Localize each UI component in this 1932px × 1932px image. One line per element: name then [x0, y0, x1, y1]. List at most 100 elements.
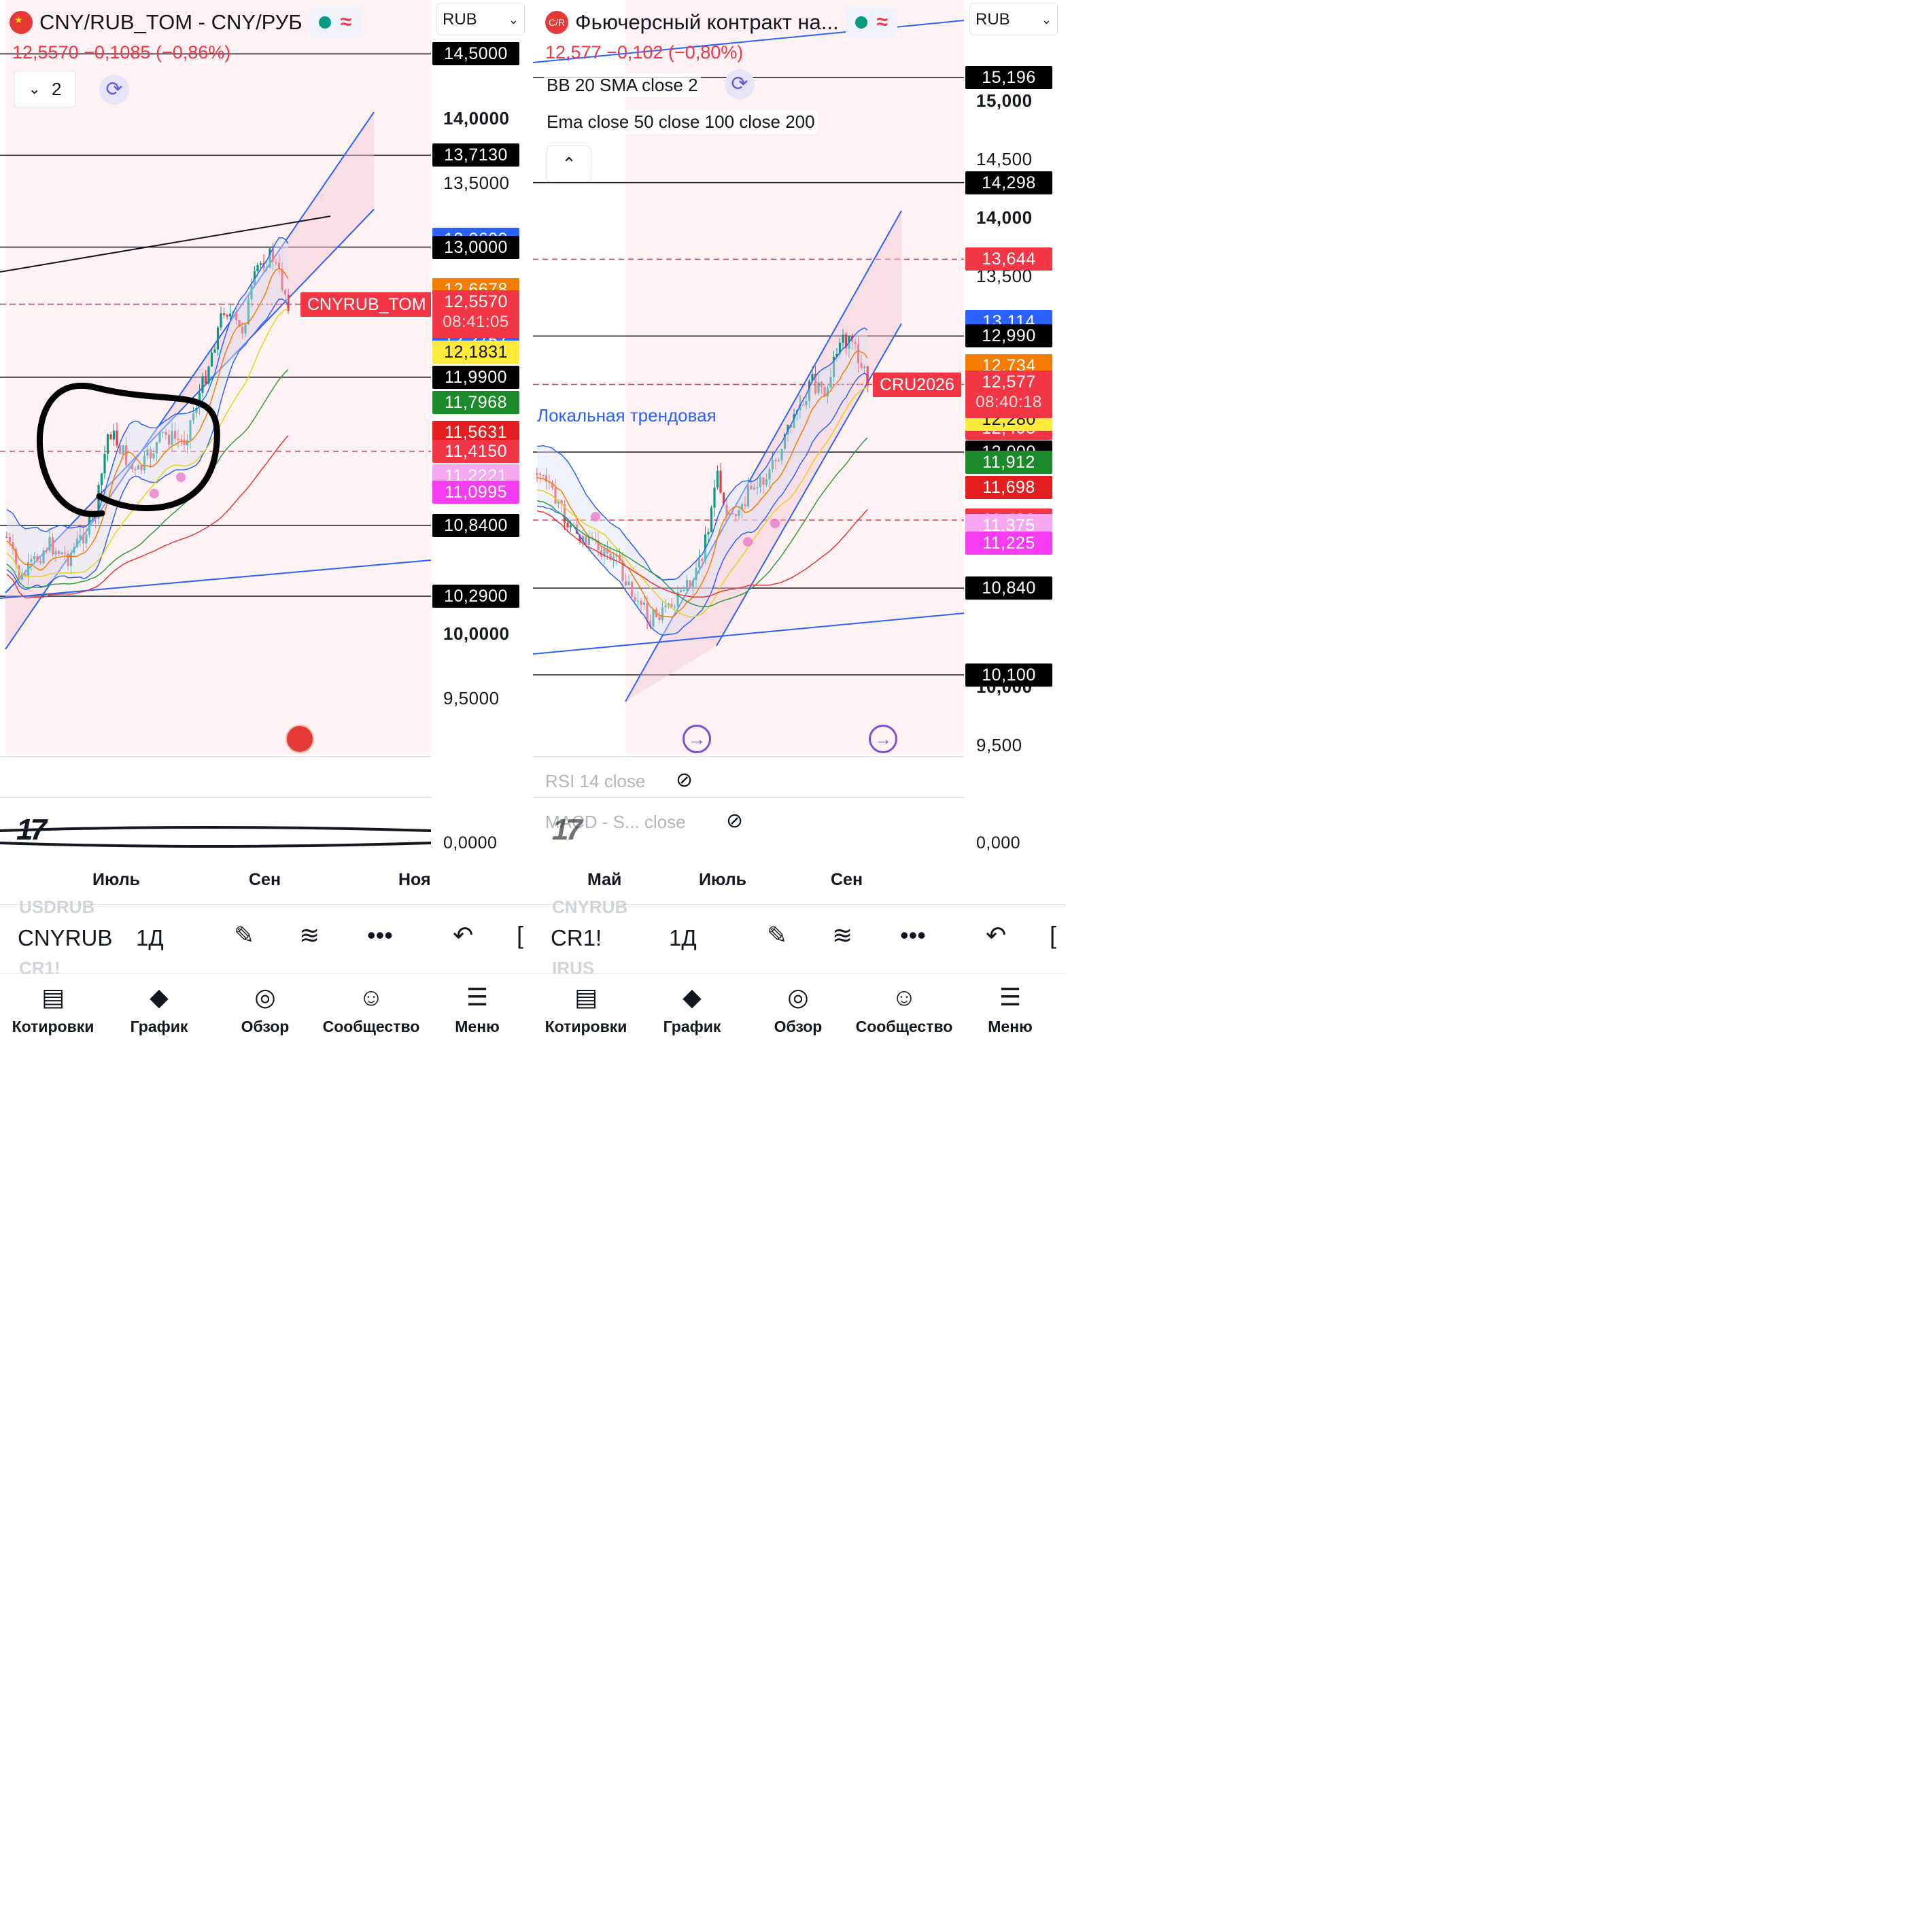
chart-toolbar: CNYRUB CR1! IRUS 1Д ✎ ≋ ••• ↶ [	[533, 897, 1066, 978]
symbol-title-row[interactable]: ★ CNY/RUB_TOM - CNY/РУБ ≈	[10, 7, 362, 38]
channel-lower-line	[716, 323, 902, 646]
legend-toggle-button[interactable]: ⌄ 2	[14, 71, 76, 107]
price-level-badge[interactable]: 11,912	[965, 451, 1052, 475]
pane-separator[interactable]	[0, 797, 533, 798]
interval-button[interactable]: 1Д	[669, 925, 697, 950]
fullscreen-icon[interactable]: [	[517, 921, 524, 949]
price-change-line: 12,5570 −0,1085 (−0,86%)	[12, 42, 231, 63]
collapse-legend-button[interactable]: ⌃	[547, 145, 591, 182]
fullscreen-icon[interactable]: [	[1050, 921, 1057, 949]
price-level-badge[interactable]: 14,5000	[432, 42, 519, 66]
trend-lines-icon[interactable]: ≋	[832, 921, 853, 949]
symbol-title[interactable]: CNY/RUB_TOM - CNY/РУБ	[39, 10, 303, 34]
nav-item-explore[interactable]: ◎ Обзор	[774, 983, 823, 1035]
currency-select[interactable]: RUB ⌄	[436, 3, 525, 35]
candle-body	[39, 561, 42, 564]
last-price-badge[interactable]: 12,5570 08:41:05	[432, 290, 519, 339]
rsi-indicator-label[interactable]: RSI 14 close	[545, 771, 646, 791]
price-level-badge[interactable]: 11,0995	[432, 480, 519, 504]
price-level-badge[interactable]: 15,196	[965, 65, 1052, 89]
price-chart-area[interactable]	[0, 0, 431, 755]
price-level-badge[interactable]: 14,298	[965, 171, 1052, 194]
indicator-ema-label[interactable]: Ema close 50 close 100 close 200	[544, 110, 818, 134]
market-open-dot-icon	[318, 16, 331, 29]
time-axis[interactable]: Май Июль Сен	[533, 867, 1066, 897]
nav-item-quotes[interactable]: ▤ Котировки	[545, 983, 627, 1035]
price-level-badge[interactable]: 11,9900	[432, 365, 519, 389]
candle-body	[207, 366, 210, 384]
price-level-badge[interactable]: 10,100	[965, 663, 1052, 687]
price-level-badge[interactable]: 13,0000	[432, 235, 519, 259]
price-level-badge[interactable]: 13,7130	[432, 143, 519, 167]
market-open-dot-icon	[855, 16, 867, 29]
price-chart-svg[interactable]	[0, 0, 431, 755]
trend-lines-icon[interactable]: ≋	[299, 921, 320, 949]
macd-indicator-label[interactable]: MACD - S... close	[545, 812, 686, 832]
nav-item-menu[interactable]: ☰ Меню	[455, 983, 500, 1035]
dividend-event-icon[interactable]	[286, 725, 314, 753]
price-axis[interactable]: 14,0000 13,5000 10,0000 9,5000 14,5000 13,713…	[431, 0, 533, 904]
symbol-button[interactable]: CNYRUB	[18, 925, 113, 950]
support-trend-line	[533, 613, 964, 655]
menu-icon: ☰	[466, 983, 489, 1011]
rollover-event-icon[interactable]: →	[683, 725, 711, 753]
bottom-navigation: ▤ Котировки ◆ График ◎ Обзор ☺ Сообщество ☰ М…	[533, 973, 1066, 1049]
nav-item-chart[interactable]: ◆ График	[663, 983, 721, 1035]
pen-icon[interactable]: ✎	[767, 921, 788, 949]
symbol-title[interactable]: Фьючерсный контракт на...	[575, 10, 839, 34]
candle-body	[756, 487, 759, 489]
nav-item-menu[interactable]: ☰ Меню	[988, 983, 1033, 1035]
price-level-badge[interactable]: 11,7968	[432, 390, 519, 414]
hidden-eye-icon[interactable]: ⊘	[676, 769, 693, 791]
price-axis[interactable]: 15,000 14,500 14,000 13,500 10,000 9,500 15,19…	[964, 0, 1066, 904]
undo-icon[interactable]: ↶	[453, 921, 474, 949]
chart-pane-left[interactable]: ★ CNY/RUB_TOM - CNY/РУБ ≈ 12,5570 −0,108…	[0, 0, 533, 1049]
nav-item-explore[interactable]: ◎ Обзор	[241, 983, 290, 1035]
refresh-icon[interactable]: ⟳	[725, 69, 755, 99]
symbol-button[interactable]: CR1!	[551, 925, 602, 950]
nav-item-community[interactable]: ☺ Сообщество	[322, 983, 420, 1035]
candle-body	[691, 579, 695, 587]
undo-icon[interactable]: ↶	[986, 921, 1007, 949]
price-level-badge[interactable]: 11,4150	[432, 439, 519, 463]
last-price-badge[interactable]: 12,577 08:40:18	[965, 370, 1052, 419]
rollover-event-icon[interactable]: →	[869, 725, 897, 753]
pane-separator[interactable]	[533, 756, 1066, 757]
pane-separator[interactable]	[0, 756, 533, 757]
chart-pane-right[interactable]: C/R Фьючерсный контракт на... ≈ 12,577 −…	[533, 0, 1066, 1049]
nav-item-community[interactable]: ☺ Сообщество	[855, 983, 953, 1035]
price-level-badge[interactable]: 11,225	[965, 531, 1052, 555]
refresh-icon[interactable]: ⟳	[99, 75, 129, 105]
candle-body	[259, 263, 262, 265]
more-dots-icon[interactable]: •••	[900, 921, 926, 949]
candle-body	[627, 581, 630, 586]
candle-body	[122, 445, 124, 455]
market-status-pill[interactable]: ≈	[845, 7, 898, 38]
pen-icon[interactable]: ✎	[234, 921, 255, 949]
candle-body	[753, 487, 756, 490]
price-level-badge[interactable]: 11,698	[965, 476, 1052, 500]
candle-body	[661, 607, 664, 621]
price-level-badge[interactable]: 10,8400	[432, 513, 519, 537]
price-level-badge[interactable]: 12,990	[965, 324, 1052, 348]
more-dots-icon[interactable]: •••	[367, 921, 393, 949]
price-level-badge[interactable]: 13,644	[965, 247, 1052, 271]
indicator-bb-label[interactable]: BB 20 SMA close 2	[544, 73, 701, 97]
interval-button[interactable]: 1Д	[136, 925, 164, 950]
price-level-badge[interactable]: 10,840	[965, 576, 1052, 600]
candle-body	[551, 483, 554, 488]
nav-item-quotes[interactable]: ▤ Котировки	[12, 983, 94, 1035]
time-axis[interactable]: Июль Сен Ноя	[0, 867, 533, 897]
symbol-title-row[interactable]: C/R Фьючерсный контракт на... ≈	[545, 7, 898, 38]
time-label: Ноя	[398, 870, 431, 889]
price-level-badge[interactable]: 10,2900	[432, 585, 519, 608]
market-status-pill[interactable]: ≈	[309, 7, 362, 38]
hidden-eye-icon[interactable]: ⊘	[726, 810, 744, 832]
candle-body	[51, 537, 54, 555]
candle-body	[793, 414, 795, 428]
price-level-badge[interactable]: 12,1831	[432, 341, 519, 364]
candle-body	[213, 349, 216, 353]
pane-separator[interactable]	[533, 797, 1066, 798]
nav-item-chart[interactable]: ◆ График	[130, 983, 188, 1035]
currency-select[interactable]: RUB ⌄	[969, 3, 1058, 35]
